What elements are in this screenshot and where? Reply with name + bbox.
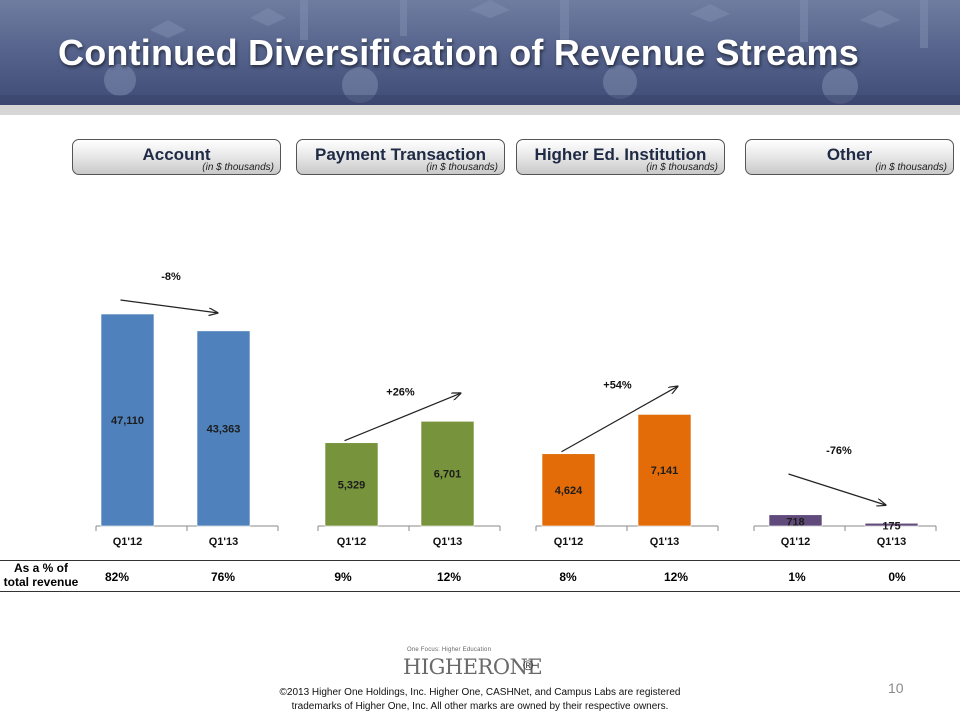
title-divider	[0, 105, 960, 115]
logo-wordmark: HIGHERONE	[403, 655, 543, 679]
change-arrow	[344, 393, 461, 442]
revenue-share-value: 12%	[436, 570, 462, 584]
change-label: +54%	[603, 379, 632, 391]
revenue-share-value: 82%	[104, 570, 130, 584]
bar-value-label: 47,110	[111, 415, 144, 427]
banner-shade	[0, 95, 960, 105]
bar-value-label: 5,329	[338, 479, 366, 491]
copyright-footer: ©2013 Higher One Holdings, Inc. Higher O…	[180, 686, 780, 714]
segment-unit: (in $ thousands)	[426, 162, 498, 173]
bar-higher-ed-institution	[541, 453, 596, 527]
change-label: +26%	[386, 386, 415, 398]
change-arrow	[120, 299, 218, 313]
bar-higher-ed-institution	[637, 414, 692, 527]
change-arrow	[788, 473, 886, 505]
segment-name: Higher Ed. Institution	[534, 145, 707, 164]
bar-payment-transaction	[420, 420, 475, 527]
segment-header-higher-ed-institution: Higher Ed. Institution (in $ thousands)	[516, 139, 725, 175]
revenue-share-value: 1%	[788, 570, 806, 584]
change-label: -8%	[161, 271, 181, 283]
revenue-bar-charts: 47,110 Q1'12 43,363 Q1'13 -8% 5,329 Q1'12 6,701…	[95, 271, 937, 548]
bar-other	[864, 522, 919, 527]
bar-value-label: 175	[882, 521, 900, 533]
bar-other	[768, 514, 823, 527]
segment-name: Other	[826, 145, 873, 164]
change-arrow	[561, 386, 678, 453]
bar-account	[100, 313, 155, 527]
bar-value-label: 4,624	[555, 485, 583, 497]
bar-value-label: 43,363	[207, 423, 241, 435]
x-tick-label: Q1'13	[209, 536, 239, 548]
footer-line-2: trademarks of Higher One, Inc. All other…	[291, 701, 669, 712]
revenue-share-value: 8%	[559, 570, 577, 584]
segment-header-account: Account (in $ thousands)	[72, 139, 281, 175]
change-label: -76%	[826, 445, 852, 457]
revenue-share-value: 0%	[888, 570, 906, 584]
page-title: Continued Diversification of Revenue Str…	[58, 32, 859, 73]
x-tick-label: Q1'12	[781, 536, 811, 548]
footer-line-1: ©2013 Higher One Holdings, Inc. Higher O…	[279, 687, 681, 698]
revenue-share-value: 12%	[663, 570, 689, 584]
segment-unit: (in $ thousands)	[202, 162, 274, 173]
page-number: 10	[888, 680, 904, 696]
revenue-share-value: 9%	[334, 570, 352, 584]
revenue-share-label: As a % of total revenue	[3, 561, 79, 589]
segment-header-payment-transaction: Payment Transaction (in $ thousands)	[296, 139, 505, 175]
header-banner	[0, 0, 960, 105]
bar-account	[196, 330, 251, 527]
x-tick-label: Q1'13	[877, 536, 907, 548]
bar-payment-transaction	[324, 442, 379, 527]
segment-name: Payment Transaction	[314, 145, 486, 164]
segment-unit: (in $ thousands)	[875, 162, 947, 173]
bar-value-label: 7,141	[651, 465, 679, 477]
x-tick-label: Q1'12	[337, 536, 367, 548]
bar-value-label: 718	[786, 516, 804, 528]
x-tick-label: Q1'13	[650, 536, 680, 548]
logo-tagline: One Focus: Higher Education	[407, 647, 492, 653]
revenue-row-top-rule	[0, 560, 960, 561]
segment-name: Account	[142, 145, 211, 164]
registered-mark: ®	[523, 657, 534, 673]
revenue-row-bottom-rule	[0, 591, 960, 592]
x-tick-label: Q1'12	[113, 536, 143, 548]
graduation-crowd-graphic	[104, 0, 928, 104]
segment-unit: (in $ thousands)	[646, 162, 718, 173]
x-tick-label: Q1'13	[433, 536, 463, 548]
x-tick-label: Q1'12	[554, 536, 584, 548]
revenue-share-value: 76%	[210, 570, 236, 584]
bar-value-label: 6,701	[434, 469, 462, 481]
segment-header-other: Other (in $ thousands)	[745, 139, 954, 175]
company-logo: One Focus: Higher Education HIGHERONE ®	[403, 645, 563, 685]
